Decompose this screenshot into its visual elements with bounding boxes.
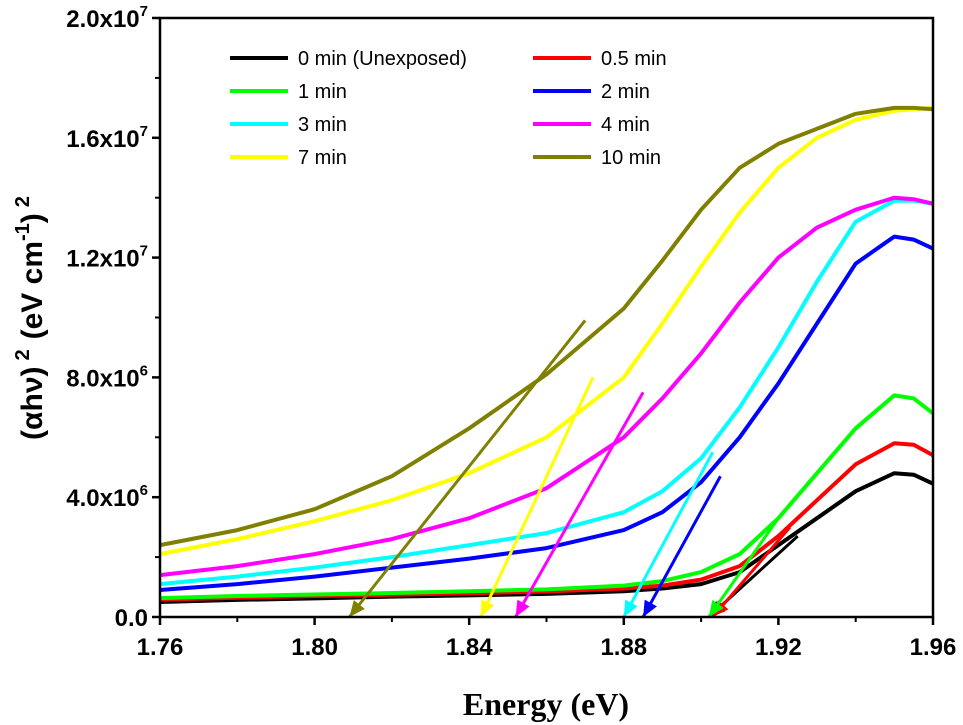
tangent-line-3-min (622, 451, 715, 618)
series-line-2-min (159, 234, 934, 592)
y-tick-label: 8.0x106 (66, 362, 148, 392)
y-axis-title-units-exponent2: 2 (12, 196, 34, 207)
legend-label-2-min: 2 min (601, 81, 650, 103)
legend-label-0-min-unexposed: 0 min (Unexposed) (298, 48, 467, 70)
legend-label-7-min: 7 min (298, 147, 347, 169)
tangent-arrowhead-10-min (349, 600, 365, 617)
legend: 0 min (Unexposed) 0.5 min 1 min 2 min 3 min 4… (230, 48, 667, 169)
series-line-4-min (159, 195, 934, 578)
series-line-3-min (159, 198, 934, 587)
tangent-arrowhead-4-min (515, 599, 530, 617)
legend-label-3-min: 3 min (298, 114, 347, 136)
tangent-line-0-5-min (711, 526, 792, 618)
tangent-arrowhead-7-min (480, 599, 494, 617)
tangent-layer (348, 319, 799, 619)
y-axis-title-base: (αhν) (16, 367, 49, 440)
y-axis-title-units-exponent: -1 (12, 223, 34, 241)
x-tick-label: 1.92 (755, 634, 802, 661)
legend-label-10-min: 10 min (601, 147, 661, 169)
x-tick-label: 1.96 (910, 634, 957, 661)
y-tick-label: 2.0x107 (66, 3, 148, 33)
y-tick-label: 1.6x107 (66, 123, 148, 153)
tangent-line-1-min (707, 517, 780, 618)
series-line-1-min (159, 393, 935, 601)
series-line-7-min (159, 105, 934, 557)
tangent-line-7-min (479, 376, 595, 618)
tangent-arrowhead-3-min (623, 599, 638, 617)
y-axis-title-units: (eV cm (16, 241, 49, 339)
tangent-line-4-min (514, 391, 645, 618)
y-axis-title-units-close: ) (16, 213, 49, 223)
legend-label-1-min: 1 min (298, 81, 347, 103)
y-axis-title-exponent: 2 (12, 349, 34, 360)
y-tick-label: 4.0x106 (66, 482, 148, 512)
tick-layer: 1.76 1.80 1.84 1.88 1.92 1.96 0.0 4.0x106 8.0x10… (66, 3, 956, 661)
x-axis-title: Energy (eV) (463, 686, 629, 722)
x-tick-label: 1.84 (446, 634, 493, 661)
tangent-arrowhead-2-min (643, 599, 657, 617)
x-tick-label: 1.76 (137, 634, 184, 661)
tangent-arrowhead-1-min (708, 599, 724, 617)
tangent-line-10-min (348, 319, 587, 618)
tangent-line-2-min (641, 475, 722, 618)
legend-label-0-5-min: 0.5 min (601, 48, 667, 70)
y-axis-title: (αhν) 2 (eV cm-1) 2 (12, 196, 49, 440)
plot-frame (158, 16, 935, 619)
series-line-10-min (159, 105, 934, 548)
y-tick-label: 0.0 (115, 605, 148, 632)
y-tick-label: 1.2x107 (66, 243, 148, 273)
x-tick-label: 1.88 (600, 634, 647, 661)
series-line-0-min-unexposed (159, 471, 934, 604)
series-layer (159, 105, 935, 604)
x-tick-label: 1.80 (291, 634, 338, 661)
legend-label-4-min: 4 min (601, 114, 650, 136)
